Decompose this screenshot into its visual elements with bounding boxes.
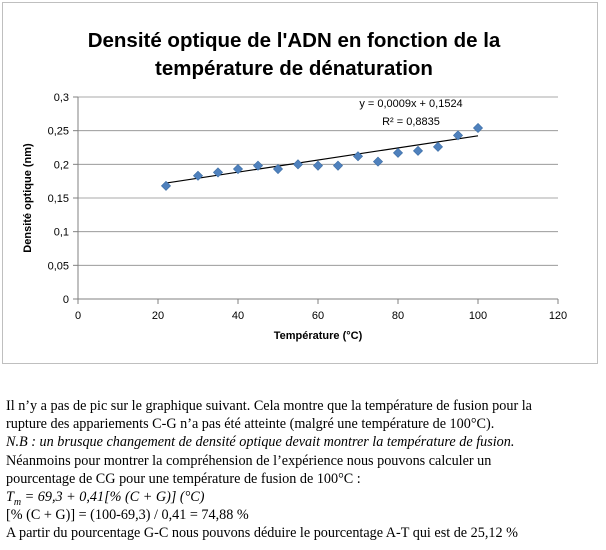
paragraph-2-line-1: Néanmoins pour montrer la compréhension … bbox=[6, 452, 492, 469]
paragraph-2-line-2: pourcentage de CG pour une température d… bbox=[6, 470, 361, 487]
formula-rest: = 69,3 + 0,41[% (C + G)] (°C) bbox=[21, 489, 205, 506]
x-tick-label: 100 bbox=[469, 310, 487, 322]
melting-temperature-formula: Tm = 69,3 + 0,41[% (C + G)] (°C) bbox=[6, 488, 602, 508]
gc-calculation: [% (C + G)] = (100-69,3) / 0,41 = 74,88 … bbox=[6, 507, 249, 524]
data-point bbox=[332, 160, 344, 171]
x-tick-label: 40 bbox=[232, 310, 244, 322]
x-tick-label: 0 bbox=[75, 310, 81, 322]
y-tick-label: 0,2 bbox=[54, 159, 69, 171]
x-axis-label: Température (°C) bbox=[274, 330, 363, 342]
chart-title-line2: température de dénaturation bbox=[155, 57, 433, 80]
x-tick-labels: 0 20 40 60 80 100 120 bbox=[75, 299, 567, 322]
grid-lines bbox=[73, 96, 558, 300]
data-point bbox=[452, 130, 464, 141]
data-point bbox=[292, 159, 304, 170]
trendline-equation: y = 0,0009x + 0,1524 bbox=[359, 98, 462, 110]
data-point bbox=[272, 164, 284, 175]
formula-t: T bbox=[6, 489, 14, 506]
x-tick-label: 80 bbox=[392, 310, 404, 322]
chart-frame: 0 0,05 0,1 0,15 0,2 0,25 0,3 0 20 40 60 80 100 120 D… bbox=[2, 2, 598, 364]
y-tick-label: 0,15 bbox=[48, 193, 69, 205]
y-tick-labels: 0 0,05 0,1 0,15 0,2 0,25 0,3 bbox=[48, 92, 69, 306]
r-squared: R² = 0,8835 bbox=[382, 116, 440, 128]
nb-note: N.B : un brusque changement de densité o… bbox=[6, 434, 515, 451]
chart-title-line1: Densité optique de l'ADN en fonction de … bbox=[88, 29, 501, 52]
scatter-chart: 0 0,05 0,1 0,15 0,2 0,25 0,3 0 20 40 60 80 100 120 D… bbox=[22, 29, 567, 342]
data-point bbox=[392, 147, 404, 158]
x-tick-label: 20 bbox=[152, 310, 164, 322]
y-axis-label: Densité optique (nm) bbox=[22, 143, 34, 253]
data-point bbox=[160, 180, 172, 191]
formula-subscript: m bbox=[13, 496, 22, 508]
data-point bbox=[312, 160, 324, 171]
explanation-text: Il n’y a pas de pic sur le graphique sui… bbox=[6, 397, 602, 543]
data-point bbox=[472, 122, 484, 133]
x-tick-label: 120 bbox=[549, 310, 567, 322]
y-tick-label: 0,25 bbox=[48, 126, 69, 138]
y-tick-label: 0 bbox=[63, 294, 69, 306]
x-tick-label: 60 bbox=[312, 310, 324, 322]
paragraph-1-line-1: Il n’y a pas de pic sur le graphique sui… bbox=[6, 398, 532, 414]
data-point bbox=[372, 156, 384, 167]
data-point bbox=[352, 151, 364, 162]
trendline bbox=[165, 135, 479, 184]
paragraph-1-line-2: rupture des appariements C-G n’a pas été… bbox=[6, 416, 495, 433]
data-point bbox=[412, 145, 424, 156]
data-point bbox=[432, 141, 444, 152]
data-point bbox=[252, 160, 264, 171]
conclusion: A partir du pourcentage G-C nous pouvons… bbox=[6, 525, 518, 542]
data-point bbox=[212, 167, 224, 178]
y-tick-label: 0,05 bbox=[48, 260, 69, 272]
y-tick-label: 0,1 bbox=[54, 227, 69, 239]
y-tick-label: 0,3 bbox=[54, 92, 69, 104]
data-points bbox=[160, 122, 484, 191]
data-point bbox=[192, 170, 204, 181]
data-point bbox=[232, 164, 244, 175]
